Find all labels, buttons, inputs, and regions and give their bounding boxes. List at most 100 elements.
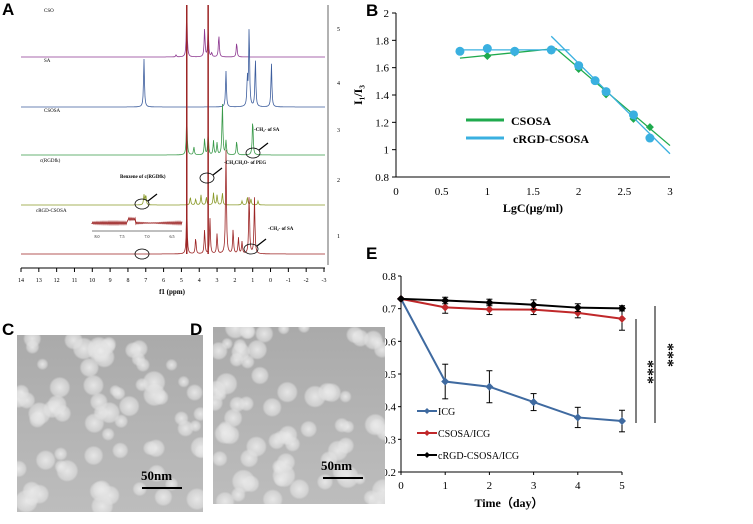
- legend-marker: [424, 452, 430, 458]
- data-point: [441, 303, 450, 312]
- x-tick-label: 0: [398, 480, 404, 492]
- annotation-circle: [245, 147, 261, 159]
- series-line: [400, 297, 623, 320]
- data-point: [485, 298, 494, 307]
- legend-label: ICG: [438, 407, 455, 418]
- x-tick-label: 2.5: [617, 186, 631, 198]
- legend-label: cRGD-CSOSA: [513, 132, 589, 146]
- data-point: [645, 133, 655, 143]
- annotation: -CH₂- of SA: [268, 227, 294, 232]
- y-tick-label: 0.8: [375, 172, 389, 184]
- panel-label-e: E: [366, 244, 378, 263]
- annotation: -CH₂CH₂O- of PEG: [224, 161, 266, 166]
- y-axis-title: I₁/I₃: [351, 85, 365, 105]
- data-point: [510, 46, 520, 56]
- data-point: [618, 304, 626, 313]
- pyrene-ratio-chart: 0.8 1 1.2 1.4 1.6 1.8 2 0 0.5 1 1.5 2 2.5 3 LgC(μg/ml)…: [351, 8, 673, 215]
- x-tick-label: 2: [576, 186, 582, 198]
- nmr-chart: 14 13 12 11 10 9 8 7 6 5 4 3 2 1 0 -1 -2 -3f1 (ppm)54321C…: [18, 5, 340, 296]
- data-point: [618, 417, 626, 426]
- inset-spectrum: [91, 216, 183, 227]
- x-tick-label: -1: [286, 278, 291, 284]
- panel-label-a: A: [2, 0, 15, 19]
- spectrum-label: CSO: [44, 9, 54, 14]
- right-tick-label: 1: [337, 234, 340, 240]
- data-point: [485, 305, 494, 314]
- x-tick-label: 3: [216, 278, 219, 284]
- data-point: [618, 314, 626, 323]
- x-tick-label: 3: [667, 186, 673, 198]
- tem-image-c: 50nm: [17, 335, 203, 512]
- x-tick-label: 6: [162, 278, 165, 284]
- data-point: [485, 382, 494, 391]
- legend-label: CSOSA/ICG: [438, 429, 490, 440]
- right-tick-label: 4: [337, 81, 340, 87]
- data-point: [601, 87, 611, 97]
- scale-bar: [323, 477, 363, 479]
- x-axis-title: Time（day）: [474, 495, 543, 510]
- right-tick-label: 5: [337, 27, 340, 33]
- x-tick-label: 0.5: [435, 186, 449, 198]
- data-point: [628, 110, 638, 120]
- data-point: [397, 294, 405, 303]
- data-point: [455, 46, 465, 56]
- significance-label: ***: [659, 343, 676, 367]
- arrow-icon: [256, 238, 267, 247]
- x-tick-label: 1: [251, 278, 254, 284]
- legend-label: CSOSA: [511, 114, 551, 128]
- x-tick-label: -2: [304, 278, 309, 284]
- data-point: [546, 45, 556, 55]
- scale-bar: [142, 487, 182, 489]
- spectrum-label: SA: [44, 59, 51, 64]
- x-tick-label: 14: [18, 278, 24, 284]
- inset-tick-label: 6.5: [170, 234, 175, 239]
- y-tick-label: 1.6: [375, 63, 389, 75]
- data-point: [483, 52, 492, 61]
- x-tick-label: 2: [487, 480, 493, 492]
- significance-label: ***: [639, 360, 656, 384]
- data-point: [590, 76, 600, 86]
- x-tick-label: -3: [322, 278, 327, 284]
- spectrum-label: c(RGDfk): [40, 159, 61, 164]
- data-point: [441, 377, 450, 386]
- x-tick-label: 0: [393, 186, 399, 198]
- x-tick-label: 1: [485, 186, 491, 198]
- inset-tick-label: 7.5: [120, 234, 125, 239]
- x-tick-label: 3: [531, 480, 537, 492]
- data-point: [573, 413, 582, 422]
- series-line: [400, 297, 623, 310]
- x-tick-label: 9: [109, 278, 112, 284]
- inset-tick-label: 8.0: [95, 234, 100, 239]
- annotation-circle: [134, 248, 150, 260]
- y-tick-label: 1.4: [375, 90, 389, 102]
- y-tick-label: 0.7: [382, 304, 396, 316]
- arrow-icon: [258, 142, 269, 151]
- x-tick-label: 11: [72, 278, 78, 284]
- data-point: [573, 303, 582, 312]
- arrow-icon: [212, 167, 223, 176]
- y-tick-label: 1: [384, 145, 390, 157]
- y-tick-label: 0.2: [382, 467, 396, 479]
- y-tick-label: 0.8: [382, 271, 396, 283]
- data-point: [645, 123, 654, 132]
- x-tick-label: 7: [144, 278, 147, 284]
- arrow-icon: [147, 193, 158, 202]
- right-tick-label: 3: [337, 128, 340, 134]
- x-tick-label: 0: [269, 278, 272, 284]
- y-tick-label: 1.8: [375, 35, 389, 47]
- right-tick-label: 2: [337, 178, 340, 184]
- panel-label-b: B: [366, 1, 379, 20]
- data-point: [482, 44, 492, 54]
- annotation: -CH₂- of SA: [254, 128, 280, 133]
- x-tick-label: 5: [180, 278, 183, 284]
- x-tick-label: 8: [126, 278, 129, 284]
- spectrum-crgd-csosa: [21, 149, 325, 255]
- x-tick-label: 1.5: [526, 186, 540, 198]
- x-tick-label: 4: [198, 278, 201, 284]
- scale-label: 50nm: [141, 468, 173, 483]
- inset-tick-label: 7.0: [145, 234, 150, 239]
- data-point: [574, 61, 584, 71]
- x-axis-title: f1 (ppm): [159, 288, 186, 296]
- x-tick-label: 2: [233, 278, 236, 284]
- data-point: [529, 300, 538, 309]
